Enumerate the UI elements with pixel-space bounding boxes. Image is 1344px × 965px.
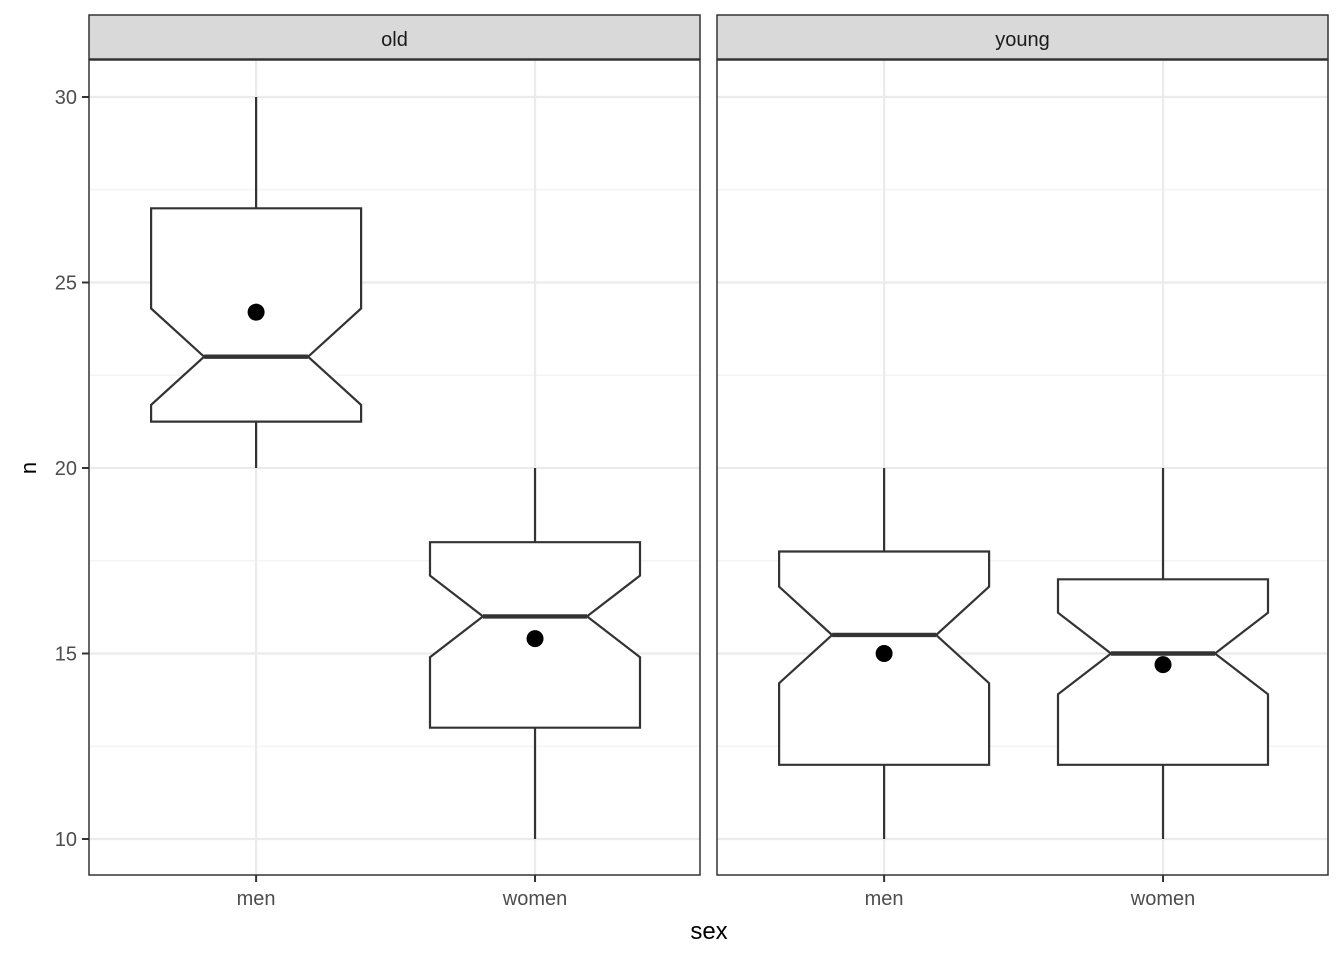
x-tick-label: men	[865, 888, 904, 910]
box-young-men	[777, 468, 991, 839]
y-tick-label: 30	[55, 87, 77, 109]
box-old-men	[150, 97, 363, 468]
panel-border-young	[716, 59, 1329, 876]
mean-point	[247, 303, 265, 321]
box-old-women	[428, 468, 642, 839]
x-tick-label: men	[237, 888, 276, 910]
mean-point	[875, 645, 893, 662]
facet-label-old: old	[381, 29, 408, 51]
box-young-women	[1056, 468, 1270, 839]
mean-point	[1154, 656, 1172, 674]
facet-strip-young	[716, 14, 1329, 60]
facet-label-young: young	[995, 29, 1050, 51]
x-tick-label: women	[502, 888, 567, 910]
y-tick-label: 15	[55, 644, 77, 666]
x-tick-label: women	[1130, 888, 1195, 910]
facet-strip-old	[88, 14, 701, 60]
y-tick-label: 25	[55, 273, 77, 295]
y-tick-label: 10	[55, 829, 77, 851]
y-tick-label: 20	[55, 458, 77, 480]
x-axis-title: sex	[690, 918, 727, 945]
mean-point	[526, 630, 544, 648]
y-axis-title: n	[16, 462, 41, 474]
